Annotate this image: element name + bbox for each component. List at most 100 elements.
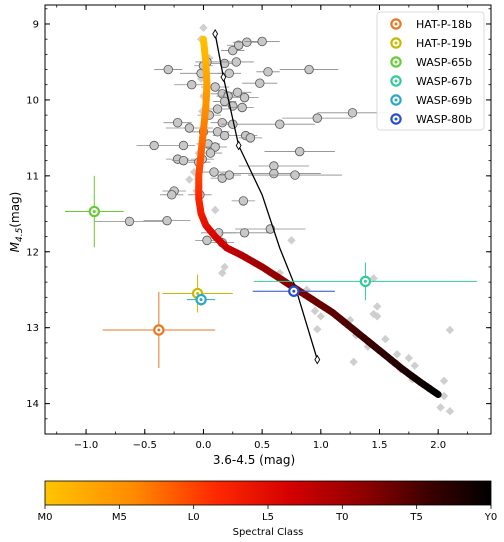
planet-marker xyxy=(233,40,244,50)
planet-marker xyxy=(238,196,249,206)
legend-box xyxy=(376,11,485,131)
planet-point xyxy=(160,190,184,200)
planet-point xyxy=(171,155,196,166)
highlight-center xyxy=(196,292,200,296)
field-object-marker xyxy=(287,236,296,245)
axes: −1.0 −0.5 0.0 0.5 1.0 1.5 2.0 9 10 11 12 13 14 xyxy=(26,5,491,451)
field-object-marker xyxy=(410,361,419,370)
planet-marker xyxy=(178,140,189,151)
sequence-segment xyxy=(431,388,442,399)
highlight-center xyxy=(292,289,296,293)
x-tick-label: 0.5 xyxy=(254,440,270,451)
planet-point xyxy=(198,148,223,158)
planet-marker xyxy=(224,170,234,180)
planet-point xyxy=(279,64,339,75)
y-axis-label: M4.5(mag) xyxy=(8,192,25,253)
plot-frame xyxy=(44,4,492,435)
colorbar-tick-label: M5 xyxy=(112,512,127,523)
planet-point xyxy=(202,167,226,177)
planet-marker xyxy=(269,168,279,179)
legend-label: HAT-P-18b xyxy=(416,18,472,31)
planet-point xyxy=(212,96,237,107)
legend-marker-center xyxy=(394,98,398,102)
planet-marker xyxy=(257,36,267,47)
planet-marker xyxy=(347,108,358,118)
field-object-marker xyxy=(185,175,194,184)
x-tick-label: −1.0 xyxy=(74,440,98,451)
planet-point xyxy=(230,102,254,113)
planet-marker xyxy=(172,117,183,128)
planet-marker xyxy=(162,215,172,226)
planet-point xyxy=(256,67,280,77)
planet-marker xyxy=(263,67,273,77)
y-tick-label: 11 xyxy=(26,171,39,182)
highlighted-planet xyxy=(253,262,477,301)
x-tick-label: 1.0 xyxy=(313,440,329,451)
planet-marker xyxy=(228,45,238,56)
planet-point xyxy=(171,140,196,151)
highlighted-planet xyxy=(187,293,216,306)
highlight-center xyxy=(199,298,203,302)
planet-point xyxy=(212,130,237,141)
planet-marker xyxy=(275,119,285,129)
isochrone-marker xyxy=(220,72,227,83)
field-object-marker xyxy=(210,205,220,215)
isochrone-path xyxy=(214,33,318,360)
legend-marker-center xyxy=(394,117,398,121)
isochrone-line xyxy=(212,28,321,365)
planet-point xyxy=(94,216,165,227)
highlight-center xyxy=(363,279,367,283)
planet-point xyxy=(238,161,310,171)
legend: HAT-P-18b HAT-P-19b WASP-65b WASP-67b WASP-6… xyxy=(376,11,485,131)
field-object-marker xyxy=(439,376,449,386)
planet-marker xyxy=(237,102,247,113)
planet-marker xyxy=(239,92,250,103)
field-object-marker xyxy=(445,325,455,335)
legend-label: HAT-P-19b xyxy=(416,37,472,50)
colorbar-tick-label: Y0 xyxy=(484,512,497,523)
planet-marker xyxy=(202,235,212,246)
planet-point xyxy=(201,82,230,92)
legend-marker-center xyxy=(394,79,398,83)
planet-marker xyxy=(124,216,135,227)
planet-point xyxy=(223,87,252,98)
planet-marker xyxy=(167,190,177,200)
legend-label: WASP-80b xyxy=(416,113,472,126)
field-object-marker xyxy=(445,407,455,416)
svg-text:M4.5(mag): M4.5(mag) xyxy=(8,192,25,253)
planet-point xyxy=(205,104,230,114)
highlighted-planet xyxy=(64,175,124,248)
colorbar-tick-label: M0 xyxy=(38,512,53,523)
y-tick-label: 14 xyxy=(26,399,39,410)
planet-marker xyxy=(242,37,252,47)
legend-label: WASP-67b xyxy=(416,75,472,88)
field-object-marker xyxy=(189,167,199,177)
y-tick-label: 9 xyxy=(33,19,39,30)
planet-marker xyxy=(163,64,173,75)
x-tick-label: 1.5 xyxy=(372,440,388,451)
planet-point xyxy=(221,45,245,56)
planet-point xyxy=(248,170,342,180)
highlight-center xyxy=(157,328,161,332)
planet-point xyxy=(226,168,321,179)
planet-point xyxy=(179,68,223,79)
planet-point xyxy=(221,228,268,238)
planet-marker xyxy=(219,130,230,141)
field-object-marker xyxy=(369,274,378,283)
planet-point xyxy=(174,80,210,90)
highlighted-planet xyxy=(162,274,233,313)
x-tick-label: −0.5 xyxy=(133,440,157,451)
x-axis-label: 3.6-4.5 (mag) xyxy=(213,453,295,467)
legend-label: WASP-69b xyxy=(416,94,472,107)
planet-point xyxy=(238,133,263,143)
spectral-sequence-curve xyxy=(195,35,442,399)
planet-point xyxy=(244,36,280,47)
field-object-marker xyxy=(439,391,449,401)
x-tick-label: 2.0 xyxy=(430,440,446,451)
planet-point xyxy=(210,117,234,128)
planet-marker xyxy=(205,148,216,158)
planet-point xyxy=(242,78,278,88)
field-object-marker xyxy=(372,302,382,311)
field-object-marker xyxy=(199,23,208,32)
